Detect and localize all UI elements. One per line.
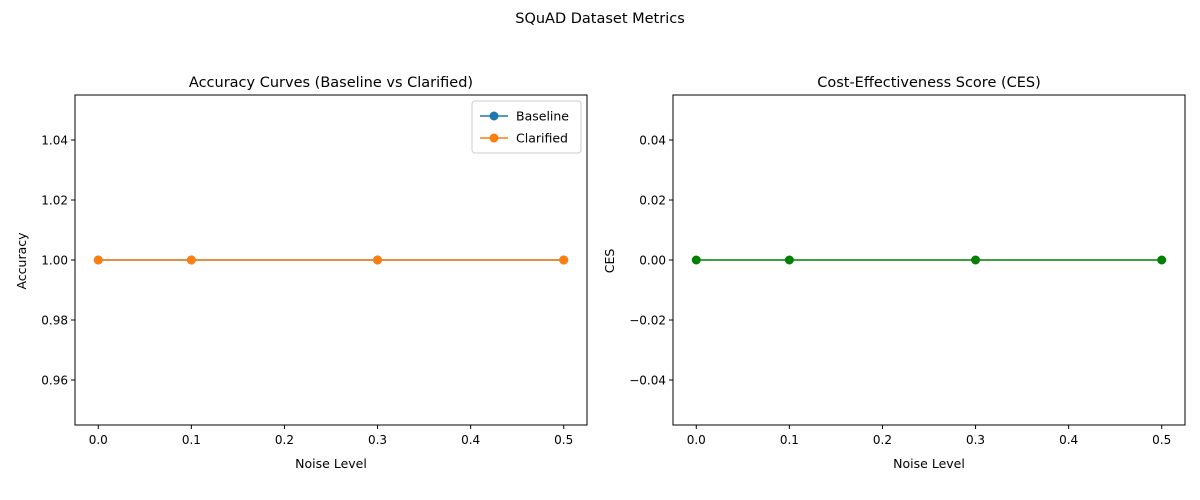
ces-chart-title: Cost-Effectiveness Score (CES) — [817, 75, 1041, 91]
ces-chart-xtick-label: 0.2 — [873, 433, 892, 447]
figure-suptitle: SQuAD Dataset Metrics — [515, 11, 685, 27]
accuracy-chart-data-point — [186, 255, 196, 265]
accuracy-chart-ylabel: Accuracy — [14, 232, 29, 290]
ces-chart: Cost-Effectiveness Score (CES) Noise Lev… — [602, 75, 1186, 471]
accuracy-chart-data-point — [559, 255, 569, 265]
accuracy-chart-data-point — [373, 255, 383, 265]
accuracy-chart-ytick-label: 1.02 — [41, 194, 68, 208]
accuracy-chart-ytick-label: 1.04 — [41, 134, 68, 148]
accuracy-chart-legend-item: Baseline — [480, 109, 569, 124]
accuracy-chart-ytick-label: 0.98 — [41, 314, 68, 328]
ces-chart-data-point — [1157, 255, 1167, 265]
ces-chart-ytick-label: −0.02 — [629, 314, 666, 328]
ces-chart-data-point — [971, 255, 981, 265]
accuracy-chart: Accuracy Curves (Baseline vs Clarified) … — [14, 75, 588, 471]
ces-chart-xtick-label: 0.4 — [1059, 433, 1078, 447]
accuracy-chart-ytick-label: 1.00 — [41, 254, 68, 268]
accuracy-chart-xtick-label: 0.3 — [368, 433, 387, 447]
accuracy-chart-legend-label: Clarified — [516, 131, 568, 146]
accuracy-chart-legend-swatch-marker — [489, 133, 499, 143]
accuracy-chart-title: Accuracy Curves (Baseline vs Clarified) — [189, 75, 473, 91]
ces-chart-ylabel: CES — [602, 249, 617, 274]
accuracy-chart-xlabel: Noise Level — [295, 456, 367, 471]
accuracy-chart-xtick-label: 0.1 — [182, 433, 201, 447]
accuracy-chart-legend-label: Baseline — [516, 109, 569, 124]
ces-chart-ytick-label: 0.04 — [639, 134, 666, 148]
accuracy-chart-legend-item: Clarified — [480, 131, 568, 146]
ces-chart-ytick-label: −0.04 — [629, 374, 666, 388]
ces-chart-ytick-label: 0.02 — [639, 194, 666, 208]
accuracy-chart-xtick-label: 0.5 — [554, 433, 573, 447]
ces-chart-xtick-label: 0.3 — [966, 433, 985, 447]
ces-chart-xtick-label: 0.1 — [780, 433, 799, 447]
accuracy-chart-legend-box — [471, 100, 582, 154]
ces-chart-data-point — [784, 255, 794, 265]
accuracy-chart-legend: Baseline Clarified — [471, 100, 582, 154]
ces-chart-xlabel: Noise Level — [893, 456, 965, 471]
accuracy-chart-xtick-label: 0.2 — [275, 433, 294, 447]
ces-chart-data-point — [691, 255, 701, 265]
accuracy-chart-legend-swatch-marker — [489, 111, 499, 121]
accuracy-chart-xtick-label: 0.4 — [461, 433, 480, 447]
accuracy-chart-data-point — [93, 255, 103, 265]
ces-chart-xtick-label: 0.5 — [1152, 433, 1171, 447]
ces-chart-xtick-label: 0.0 — [687, 433, 706, 447]
ces-chart-ytick-label: 0.00 — [639, 254, 666, 268]
accuracy-chart-xtick-label: 0.0 — [89, 433, 108, 447]
accuracy-chart-ytick-label: 0.96 — [41, 374, 68, 388]
